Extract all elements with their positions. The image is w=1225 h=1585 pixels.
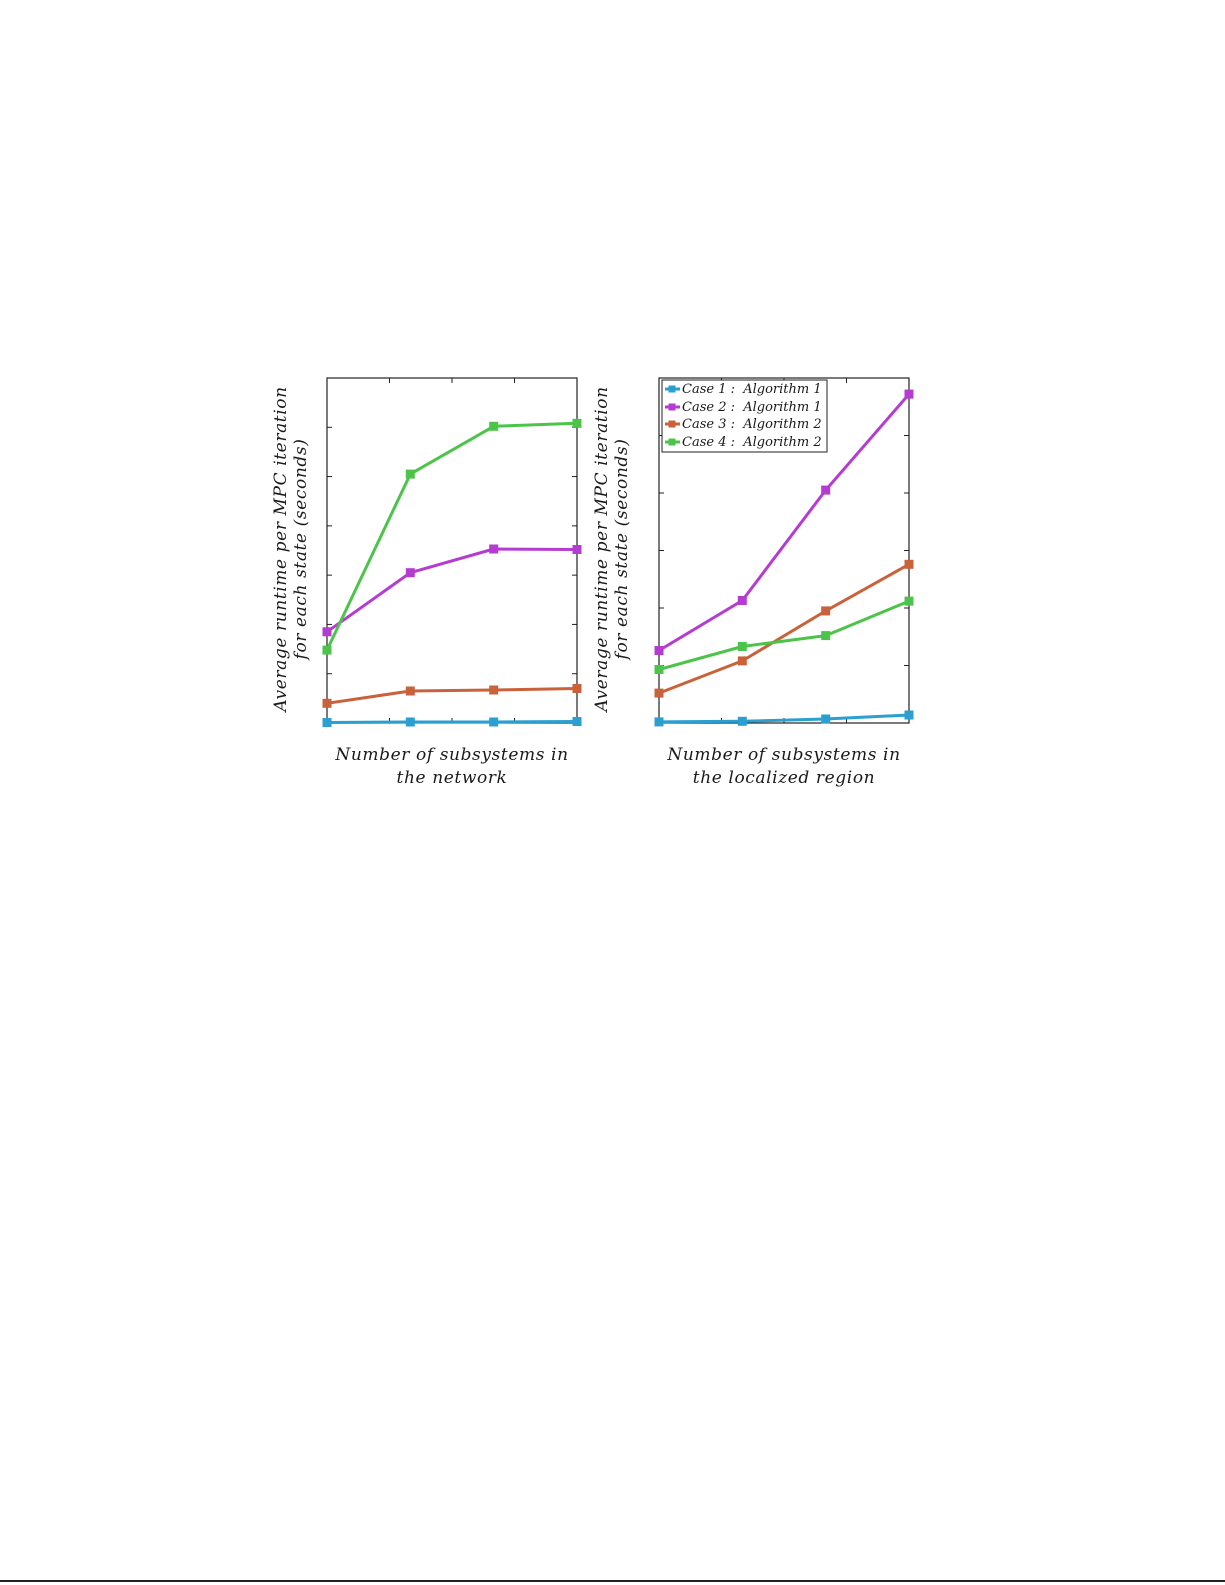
data-point-right-case-1-3 — [821, 714, 831, 724]
data-point-left-case-1-4 — [572, 717, 582, 726]
series-line-left-case-1 — [326, 720, 578, 724]
data-point-left-case-3-3 — [489, 685, 499, 695]
data-point-right-case-2-3 — [821, 485, 831, 495]
data-point-left-case-3-1 — [322, 698, 332, 708]
data-point-left-case-3-4 — [572, 684, 582, 693]
data-point-left-case-2-3 — [489, 544, 499, 554]
tick-marks-right — [659, 378, 909, 723]
series-line-right-case-2 — [658, 393, 911, 652]
y-axis-label-right-line2: for each state (seconds) — [612, 439, 632, 662]
data-point-right-case-4-3 — [821, 631, 831, 641]
data-point-right-case-3-2 — [737, 656, 747, 666]
data-point-right-case-1-1 — [654, 717, 664, 727]
legend: Case 1 : Algorithm 1 Case 2 : Algorithm … — [661, 379, 828, 453]
page-bottom-rule — [0, 1580, 1225, 1582]
y-axis-label-left-line2: for each state (seconds) — [291, 439, 311, 662]
series-line-left-case-2 — [326, 547, 578, 634]
legend-entry-case-2: Case 2 : Algorithm 1 — [665, 400, 822, 415]
data-point-right-case-2-2 — [737, 596, 747, 605]
series-line-left-case-3 — [326, 687, 578, 705]
data-point-right-case-4-2 — [737, 642, 747, 651]
legend-marker-case-3 — [668, 420, 676, 428]
data-point-right-case-2-4 — [904, 389, 914, 399]
x-axis-label-left-line2: the network — [397, 768, 508, 788]
series-layer-left — [322, 418, 582, 727]
legend-marker-case-1 — [668, 385, 676, 393]
legend-label-case-3: Case 3 : Algorithm 2 — [682, 417, 822, 432]
y-axis-label-right-line1: Average runtime per MPC iteration — [592, 386, 612, 713]
x-axis-label-right-line1: Number of subsystems in — [666, 745, 900, 765]
series-line-right-case-1 — [658, 713, 910, 724]
chart-right: Average runtime per MPC iteration for ea… — [592, 377, 914, 788]
data-point-left-case-1-3 — [489, 717, 499, 727]
legend-label-case-2: Case 2 : Algorithm 1 — [682, 400, 822, 415]
data-point-left-case-2-2 — [405, 568, 415, 578]
data-point-left-case-1-1 — [322, 718, 332, 727]
legend-entry-case-4: Case 4 : Algorithm 2 — [665, 435, 822, 450]
x-axis-label-right-line2: the localized region — [693, 768, 875, 788]
data-point-right-case-4-1 — [654, 665, 664, 674]
data-point-right-case-1-4 — [904, 710, 914, 720]
legend-marker-case-2 — [668, 403, 676, 411]
legend-label-case-4: Case 4 : Algorithm 2 — [682, 435, 822, 450]
data-point-left-case-2-1 — [322, 627, 332, 637]
legend-marker-case-4 — [668, 438, 676, 446]
legend-box — [661, 379, 828, 453]
data-point-right-case-1-2 — [737, 716, 747, 726]
data-point-left-case-2-4 — [572, 545, 582, 554]
chart-left: Average runtime per MPC iteration for ea… — [271, 377, 582, 788]
data-point-left-case-4-3 — [489, 421, 499, 431]
series-line-left-case-4 — [325, 421, 578, 651]
y-axis-label-left-line1: Average runtime per MPC iteration — [271, 386, 291, 713]
data-point-right-case-3-3 — [821, 606, 831, 616]
data-point-left-case-3-2 — [405, 686, 415, 696]
legend-entry-case-1: Case 1 : Algorithm 1 — [665, 382, 822, 397]
data-point-right-case-3-4 — [904, 559, 914, 569]
legend-entry-case-3: Case 3 : Algorithm 2 — [665, 417, 822, 432]
series-line-right-case-4 — [658, 599, 910, 671]
x-axis-label-left-line1: Number of subsystems in — [334, 745, 568, 765]
data-point-right-case-2-1 — [654, 646, 664, 655]
data-point-left-case-4-2 — [405, 469, 415, 479]
data-point-left-case-4-4 — [572, 418, 582, 428]
data-point-right-case-4-4 — [904, 596, 914, 606]
series-layer-right — [654, 389, 914, 727]
data-point-right-case-3-1 — [654, 688, 664, 698]
data-point-left-case-4-1 — [322, 645, 332, 655]
series-line-right-case-3 — [658, 562, 910, 695]
data-point-left-case-1-2 — [405, 717, 415, 727]
legend-label-case-1: Case 1 : Algorithm 1 — [682, 382, 822, 397]
